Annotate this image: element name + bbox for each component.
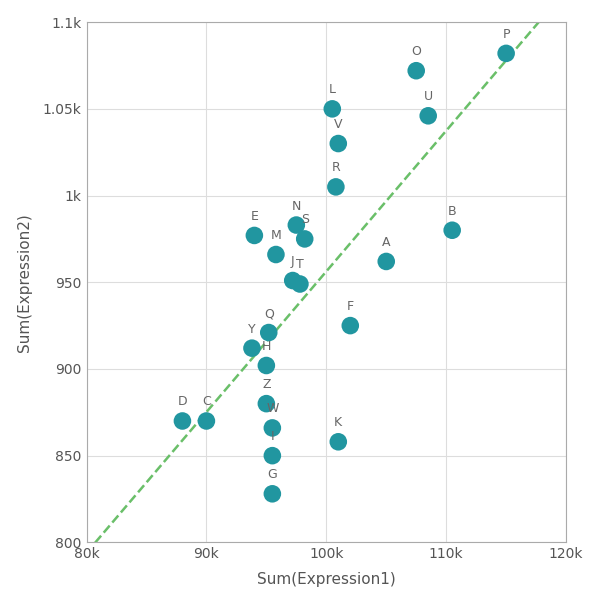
Point bbox=[292, 220, 301, 230]
Text: N: N bbox=[292, 199, 301, 213]
Y-axis label: Sum(Expression2): Sum(Expression2) bbox=[17, 213, 32, 352]
Text: K: K bbox=[334, 416, 343, 429]
Text: W: W bbox=[266, 402, 278, 416]
Text: S: S bbox=[301, 213, 309, 226]
Text: V: V bbox=[334, 118, 343, 131]
Point bbox=[424, 111, 433, 121]
Text: P: P bbox=[502, 28, 510, 41]
Text: R: R bbox=[332, 161, 340, 175]
Point bbox=[264, 328, 274, 338]
Point bbox=[502, 48, 511, 58]
Text: O: O bbox=[411, 45, 421, 58]
Point bbox=[382, 257, 391, 266]
Text: U: U bbox=[424, 91, 433, 103]
Point bbox=[448, 225, 457, 235]
Text: M: M bbox=[271, 229, 281, 242]
Text: J: J bbox=[291, 255, 295, 268]
Point bbox=[271, 249, 281, 259]
Point bbox=[202, 416, 211, 426]
Text: Q: Q bbox=[264, 307, 274, 320]
Point bbox=[268, 423, 277, 432]
Text: E: E bbox=[250, 210, 259, 223]
Point bbox=[346, 321, 355, 330]
Point bbox=[268, 489, 277, 499]
Text: I: I bbox=[271, 430, 274, 443]
Text: C: C bbox=[202, 396, 211, 408]
Point bbox=[300, 234, 310, 244]
Text: L: L bbox=[329, 83, 336, 97]
Text: D: D bbox=[178, 396, 187, 408]
Text: Y: Y bbox=[248, 323, 256, 336]
Point bbox=[328, 104, 337, 114]
Text: T: T bbox=[296, 259, 304, 271]
Point bbox=[334, 139, 343, 149]
Text: A: A bbox=[382, 236, 391, 249]
Point bbox=[178, 416, 187, 426]
Text: H: H bbox=[262, 340, 271, 353]
Point bbox=[412, 66, 421, 76]
Point bbox=[247, 343, 257, 353]
Point bbox=[331, 182, 341, 191]
Text: B: B bbox=[448, 205, 457, 218]
Point bbox=[288, 275, 298, 285]
Point bbox=[295, 279, 305, 289]
Point bbox=[262, 361, 271, 370]
Point bbox=[262, 399, 271, 408]
Point bbox=[268, 451, 277, 460]
Text: Z: Z bbox=[262, 378, 271, 391]
X-axis label: Sum(Expression1): Sum(Expression1) bbox=[257, 573, 395, 587]
Point bbox=[250, 231, 259, 240]
Text: F: F bbox=[347, 300, 354, 313]
Point bbox=[334, 437, 343, 446]
Text: G: G bbox=[268, 468, 277, 481]
